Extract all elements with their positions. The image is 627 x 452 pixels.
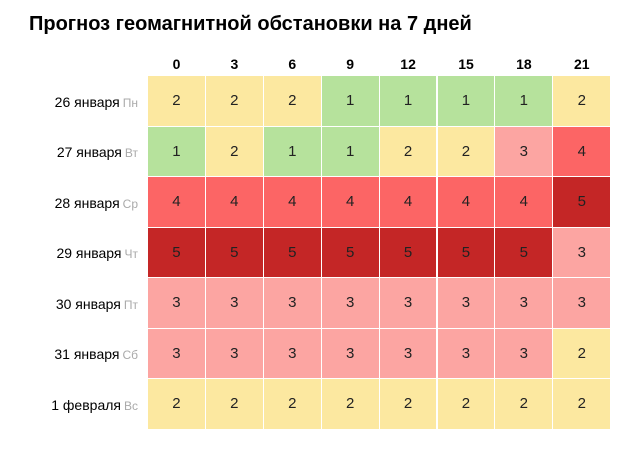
heatmap-cell: 5 xyxy=(263,227,321,277)
heatmap-cell: 2 xyxy=(437,126,495,176)
heatmap-cell: 3 xyxy=(321,328,379,378)
heatmap-cell: 1 xyxy=(148,126,205,176)
day-weekday: Ср xyxy=(122,196,138,211)
heatmap-cell: 3 xyxy=(379,278,437,328)
hour-header: 18 xyxy=(516,56,532,72)
hour-header: 15 xyxy=(458,56,474,72)
heatmap-cell: 4 xyxy=(553,126,611,176)
day-weekday: Чт xyxy=(124,247,139,261)
heatmap-cell: 3 xyxy=(205,328,263,378)
heatmap-cell: 1 xyxy=(263,126,321,176)
heatmap-cell: 3 xyxy=(495,278,553,328)
heatmap-cell: 3 xyxy=(553,278,611,328)
day-date: 31 января xyxy=(54,346,120,362)
day-label: 1 февраля Вс xyxy=(14,379,148,430)
heatmap-cell: 5 xyxy=(148,227,205,277)
day-weekday: Вт xyxy=(124,146,138,160)
day-date: 26 января xyxy=(54,93,120,110)
day-weekday: Пн xyxy=(122,95,138,110)
heatmap-cell: 4 xyxy=(379,177,437,227)
heatmap-cell: 3 xyxy=(263,278,321,328)
hour-header: 12 xyxy=(400,56,416,72)
heatmap-cell: 2 xyxy=(553,379,611,429)
heatmap-cell: 2 xyxy=(495,379,553,429)
heatmap-cell: 1 xyxy=(321,126,379,176)
heatmap-cell: 3 xyxy=(379,328,437,378)
heatmap-cell: 1 xyxy=(495,76,553,126)
day-label: 30 января Пт xyxy=(14,278,148,329)
heatmap-cell: 4 xyxy=(263,177,321,227)
day-label: 27 января Вт xyxy=(14,127,148,178)
day-label: 31 января Сб xyxy=(14,329,148,380)
day-label: 26 января Пн xyxy=(14,76,148,127)
heatmap-cell: 5 xyxy=(205,227,263,277)
heatmap-cell: 2 xyxy=(148,379,205,429)
heatmap-cell: 2 xyxy=(553,76,611,126)
heatmap-cell: 4 xyxy=(205,177,263,227)
heatmap-cell: 2 xyxy=(205,379,263,429)
heatmap-cell: 1 xyxy=(379,76,437,126)
heatmap-cell: 2 xyxy=(553,328,611,378)
hour-header: 3 xyxy=(230,56,239,72)
heatmap-cell: 3 xyxy=(495,126,553,176)
heatmap-cell: 1 xyxy=(437,76,495,126)
heatmap-cell: 5 xyxy=(321,227,379,277)
heatmap-cell: 2 xyxy=(148,76,205,126)
heatmap-cell: 2 xyxy=(263,379,321,429)
heatmap-cell: 4 xyxy=(437,177,495,227)
heatmap-cell: 2 xyxy=(379,126,437,176)
day-date: 1 февраля xyxy=(51,396,121,413)
hour-header: 9 xyxy=(346,56,355,72)
heatmap-cell: 2 xyxy=(263,76,321,126)
heatmap-cell: 5 xyxy=(379,227,437,277)
heatmap-cell: 3 xyxy=(495,328,553,378)
chart-title: Прогноз геомагнитной обстановки на 7 дне… xyxy=(29,13,472,35)
day-date: 28 января xyxy=(54,194,120,211)
heatmap-cell: 4 xyxy=(148,177,205,227)
heatmap-cell: 3 xyxy=(148,278,205,328)
heatmap-cell: 2 xyxy=(205,76,263,126)
heatmap-cell: 2 xyxy=(437,379,495,429)
heatmap-cell: 4 xyxy=(495,177,553,227)
day-date: 27 января xyxy=(56,144,122,160)
heatmap-cell: 5 xyxy=(495,227,553,277)
heatmap-cell: 2 xyxy=(205,126,263,176)
heatmap-cell: 3 xyxy=(263,328,321,378)
day-date: 30 января xyxy=(55,295,121,312)
heatmap-cell: 5 xyxy=(437,227,495,277)
day-weekday: Вс xyxy=(123,398,138,413)
hour-header: 21 xyxy=(574,56,590,72)
day-weekday: Пт xyxy=(123,297,138,312)
day-label: 28 января Ср xyxy=(14,177,148,228)
heatmap-cell: 2 xyxy=(321,379,379,429)
heatmap-cell: 1 xyxy=(321,76,379,126)
heatmap-cell: 3 xyxy=(321,278,379,328)
hour-header: 6 xyxy=(288,56,297,72)
day-weekday: Сб xyxy=(122,348,138,362)
heatmap-cell: 3 xyxy=(148,328,205,378)
day-label: 29 января Чт xyxy=(14,228,148,279)
heatmap-cell: 4 xyxy=(321,177,379,227)
day-date: 29 января xyxy=(56,245,122,261)
heatmap-cell: 5 xyxy=(553,177,611,227)
heatmap-cell: 3 xyxy=(437,278,495,328)
hour-header: 0 xyxy=(172,56,181,72)
heatmap-cell: 3 xyxy=(205,278,263,328)
heatmap-cell: 3 xyxy=(553,227,611,277)
heatmap-cell: 2 xyxy=(379,379,437,429)
heatmap-cell: 3 xyxy=(437,328,495,378)
